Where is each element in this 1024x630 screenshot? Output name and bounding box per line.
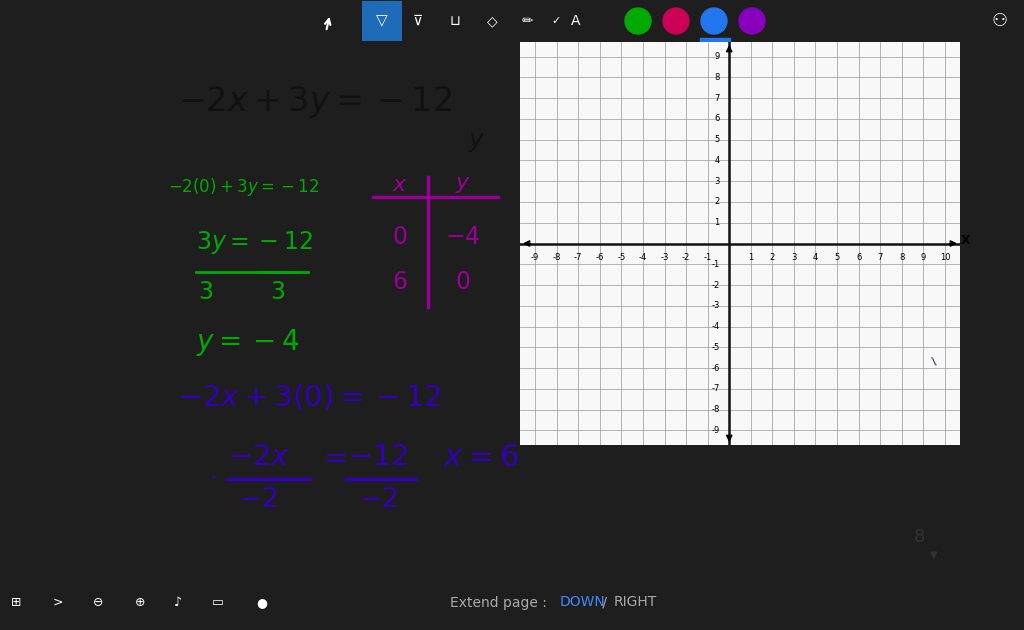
Text: $y$: $y$	[455, 175, 471, 195]
Text: -5: -5	[617, 253, 626, 262]
Text: >: >	[53, 596, 63, 609]
Text: $-2$: $-2$	[239, 487, 278, 513]
Text: X: X	[962, 234, 971, 247]
Text: ⊽: ⊽	[413, 14, 423, 28]
Text: $-2x$: $-2x$	[228, 443, 291, 471]
Text: 3: 3	[714, 176, 720, 186]
Text: -2: -2	[712, 280, 720, 290]
Text: 7: 7	[878, 253, 883, 262]
Text: $x$: $x$	[392, 175, 408, 195]
Text: /: /	[598, 595, 611, 609]
Text: 3: 3	[792, 253, 797, 262]
Text: DOWN: DOWN	[560, 595, 606, 609]
Ellipse shape	[701, 8, 727, 34]
Text: $=$: $=$	[318, 443, 347, 471]
Text: -5: -5	[712, 343, 720, 352]
Text: $0$: $0$	[456, 270, 471, 294]
Text: 6: 6	[856, 253, 861, 262]
Text: $y = -4$: $y = -4$	[196, 326, 299, 357]
Text: ⊔: ⊔	[450, 14, 461, 28]
Text: $-2$: $-2$	[358, 487, 397, 513]
Text: ▼: ▼	[930, 550, 938, 560]
Text: $y$: $y$	[468, 130, 485, 154]
Text: $-12$: $-12$	[348, 443, 409, 471]
Text: Extend page :: Extend page :	[450, 595, 547, 609]
Text: \: \	[932, 357, 937, 367]
Text: -9: -9	[531, 253, 540, 262]
Bar	[700, 38, 730, 42]
Text: -8: -8	[553, 253, 561, 262]
Text: 4: 4	[715, 156, 720, 165]
Text: $3y = -12$: $3y = -12$	[196, 229, 312, 256]
Text: -8: -8	[711, 405, 720, 414]
Text: 8: 8	[913, 528, 925, 546]
Text: 9: 9	[921, 253, 926, 262]
Text: 7: 7	[714, 94, 720, 103]
Text: $-2x + 3y = -12$: $-2x + 3y = -12$	[178, 84, 452, 120]
Text: ▽: ▽	[376, 13, 388, 28]
Text: $0$: $0$	[392, 225, 408, 249]
Text: -6: -6	[596, 253, 604, 262]
Text: -4: -4	[639, 253, 647, 262]
Text: 1: 1	[715, 218, 720, 227]
Text: $3$: $3$	[270, 280, 286, 304]
Text: ●: ●	[257, 596, 267, 609]
Text: 8: 8	[899, 253, 904, 262]
Text: 2: 2	[770, 253, 775, 262]
Text: $-2x + 3(0) = -12$: $-2x + 3(0) = -12$	[178, 382, 441, 411]
Text: 9: 9	[715, 52, 720, 61]
Ellipse shape	[663, 8, 689, 34]
Text: -3: -3	[711, 301, 720, 311]
Text: 8: 8	[714, 73, 720, 82]
Ellipse shape	[625, 8, 651, 34]
Text: ⊖: ⊖	[93, 596, 103, 609]
Text: 2: 2	[715, 197, 720, 207]
Text: RIGHT: RIGHT	[614, 595, 657, 609]
Text: $\cdot$: $\cdot$	[210, 467, 216, 486]
Text: -7: -7	[574, 253, 583, 262]
Text: ▭: ▭	[212, 596, 224, 609]
Text: -1: -1	[703, 253, 712, 262]
Text: $3$: $3$	[199, 280, 214, 304]
Text: 5: 5	[715, 135, 720, 144]
Text: -7: -7	[711, 384, 720, 393]
Text: -9: -9	[712, 426, 720, 435]
Text: 4: 4	[813, 253, 818, 262]
Text: $-4$: $-4$	[445, 225, 480, 249]
Text: -1: -1	[712, 260, 720, 269]
Text: ⊕: ⊕	[135, 596, 145, 609]
Text: ⊞: ⊞	[10, 596, 22, 609]
Text: -6: -6	[711, 364, 720, 372]
Text: -4: -4	[712, 322, 720, 331]
FancyBboxPatch shape	[362, 1, 402, 41]
Text: -2: -2	[682, 253, 690, 262]
Text: 6: 6	[714, 115, 720, 123]
Ellipse shape	[739, 8, 765, 34]
Text: $6$: $6$	[392, 270, 408, 294]
Text: ✓: ✓	[551, 16, 561, 26]
Text: ✏: ✏	[521, 14, 532, 28]
Text: $x = 6$: $x = 6$	[443, 442, 519, 471]
Text: -3: -3	[660, 253, 669, 262]
Text: ♪: ♪	[174, 596, 182, 609]
Text: 5: 5	[835, 253, 840, 262]
Text: $-2(0)+3y=-12$: $-2(0)+3y=-12$	[168, 176, 319, 198]
Text: ⚇: ⚇	[992, 12, 1008, 30]
Text: 1: 1	[749, 253, 754, 262]
Text: 10: 10	[940, 253, 950, 262]
Text: ◇: ◇	[486, 14, 498, 28]
Text: A: A	[571, 14, 581, 28]
